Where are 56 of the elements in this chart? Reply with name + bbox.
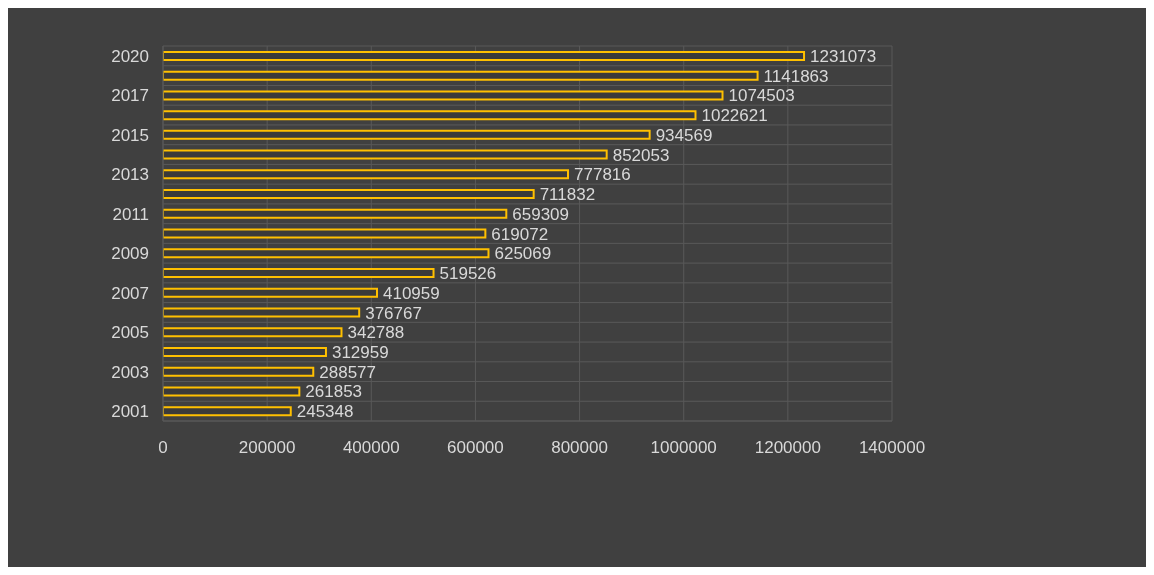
y-tick-label: 2017 bbox=[111, 86, 149, 106]
y-tick-label: 2013 bbox=[111, 165, 149, 185]
y-tick-label: 2009 bbox=[111, 244, 149, 264]
bar bbox=[163, 406, 292, 417]
data-label: 1141863 bbox=[763, 66, 829, 86]
x-tick-label: 1400000 bbox=[858, 438, 926, 458]
data-label: 619072 bbox=[491, 224, 549, 244]
data-label: 1231073 bbox=[810, 46, 877, 66]
bar bbox=[163, 228, 487, 239]
x-tick-label: 800000 bbox=[551, 438, 608, 458]
x-tick-label: 1000000 bbox=[650, 438, 717, 458]
bar bbox=[163, 248, 490, 259]
y-tick-label: 2005 bbox=[111, 323, 149, 343]
y-tick-label: 2003 bbox=[111, 362, 149, 382]
data-label: 625069 bbox=[494, 244, 552, 264]
bar bbox=[163, 208, 508, 219]
data-label: 342788 bbox=[347, 323, 405, 343]
data-label: 410959 bbox=[382, 283, 440, 303]
bar bbox=[163, 189, 535, 200]
y-tick-label: 2020 bbox=[111, 46, 149, 66]
bar bbox=[163, 268, 435, 279]
data-label: 288577 bbox=[319, 362, 376, 382]
bar bbox=[163, 149, 608, 160]
data-label: 711832 bbox=[539, 185, 596, 205]
y-tick-label: 2011 bbox=[112, 204, 149, 224]
bar bbox=[163, 50, 806, 61]
data-label: 777816 bbox=[574, 165, 631, 185]
data-label: 261853 bbox=[305, 382, 363, 402]
data-label: 519526 bbox=[439, 264, 497, 284]
data-label: 1022621 bbox=[701, 106, 768, 126]
y-tick-label: 2007 bbox=[111, 283, 149, 303]
data-label: 1074503 bbox=[728, 86, 795, 106]
bar bbox=[163, 346, 327, 357]
bar bbox=[163, 90, 724, 101]
data-label: 659309 bbox=[512, 204, 570, 224]
data-label: 245348 bbox=[296, 402, 354, 422]
x-tick-label: 200000 bbox=[238, 438, 296, 458]
bar bbox=[163, 169, 570, 180]
bar bbox=[163, 386, 301, 397]
bar bbox=[163, 327, 343, 338]
data-label: 312959 bbox=[331, 343, 389, 363]
data-label: 852053 bbox=[612, 145, 670, 165]
x-tick-label: 0 bbox=[158, 438, 168, 458]
bar bbox=[163, 287, 378, 298]
bar bbox=[163, 366, 315, 377]
x-tick-label: 400000 bbox=[342, 438, 400, 458]
y-tick-label: 2001 bbox=[111, 402, 149, 422]
bar bbox=[163, 110, 697, 121]
bar bbox=[163, 307, 361, 318]
x-tick-label: 600000 bbox=[447, 438, 504, 458]
y-tick-label: 2015 bbox=[111, 125, 149, 145]
data-label: 376767 bbox=[365, 303, 422, 323]
x-tick-label: 1200000 bbox=[754, 438, 821, 458]
bar bbox=[163, 70, 759, 81]
data-label: 934569 bbox=[655, 125, 713, 145]
bar bbox=[163, 129, 651, 140]
